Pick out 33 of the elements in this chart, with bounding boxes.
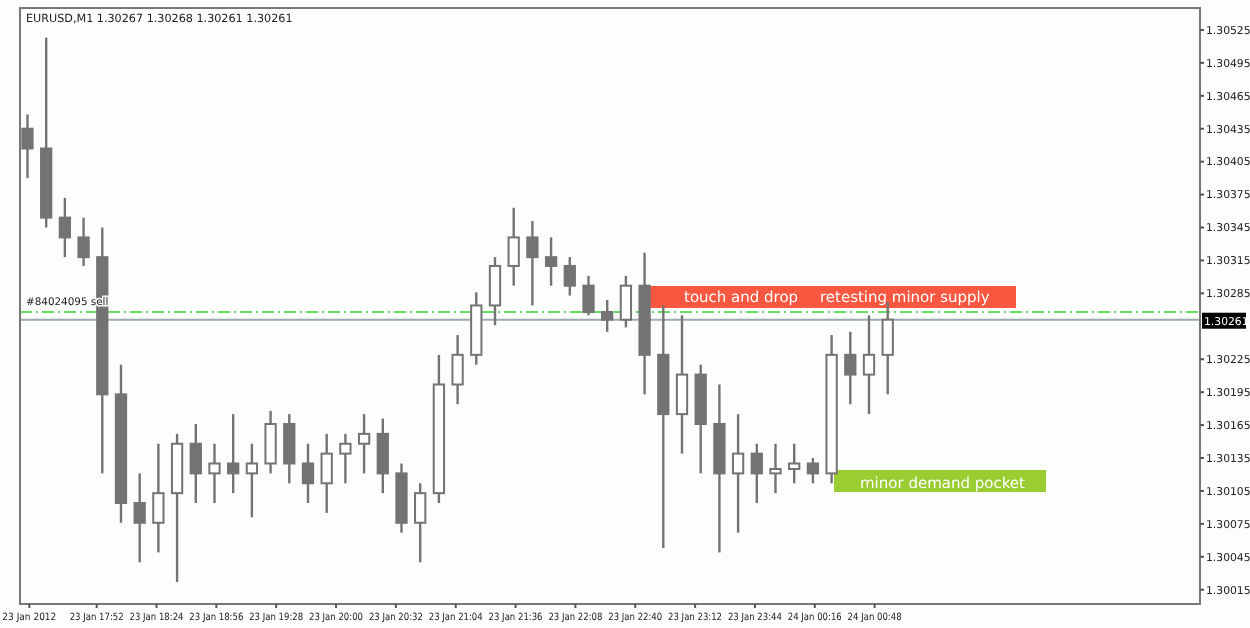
candlestick [488,255,502,327]
candlestick [750,442,763,505]
candlestick [152,442,165,554]
candlestick [806,456,820,485]
candlestick [189,422,202,505]
candlestick [769,442,782,495]
candlestick [451,333,464,406]
candlestick [731,412,745,534]
candlestick [507,206,520,287]
candlestick [414,482,427,564]
candlestick [264,409,277,475]
candlestick [77,216,90,268]
candlestick [301,442,315,505]
candlestick [357,412,371,475]
candlestick [675,314,689,455]
candlestick [862,314,876,416]
candlestick [844,330,857,406]
candlestick [339,432,352,485]
candlestick [563,255,576,297]
candlestick [788,442,801,485]
candlestick [227,412,240,495]
candlestick [58,196,72,259]
candlestick [245,442,259,519]
candlestick [320,432,333,515]
candlestick [544,236,558,287]
candlestick [526,219,539,307]
candlestick [601,298,614,333]
candlestick [376,417,389,495]
candlestick [208,442,221,505]
candlestick [283,412,296,485]
candlestick [133,472,146,564]
candlestick [582,274,595,317]
candlestick [619,274,633,329]
